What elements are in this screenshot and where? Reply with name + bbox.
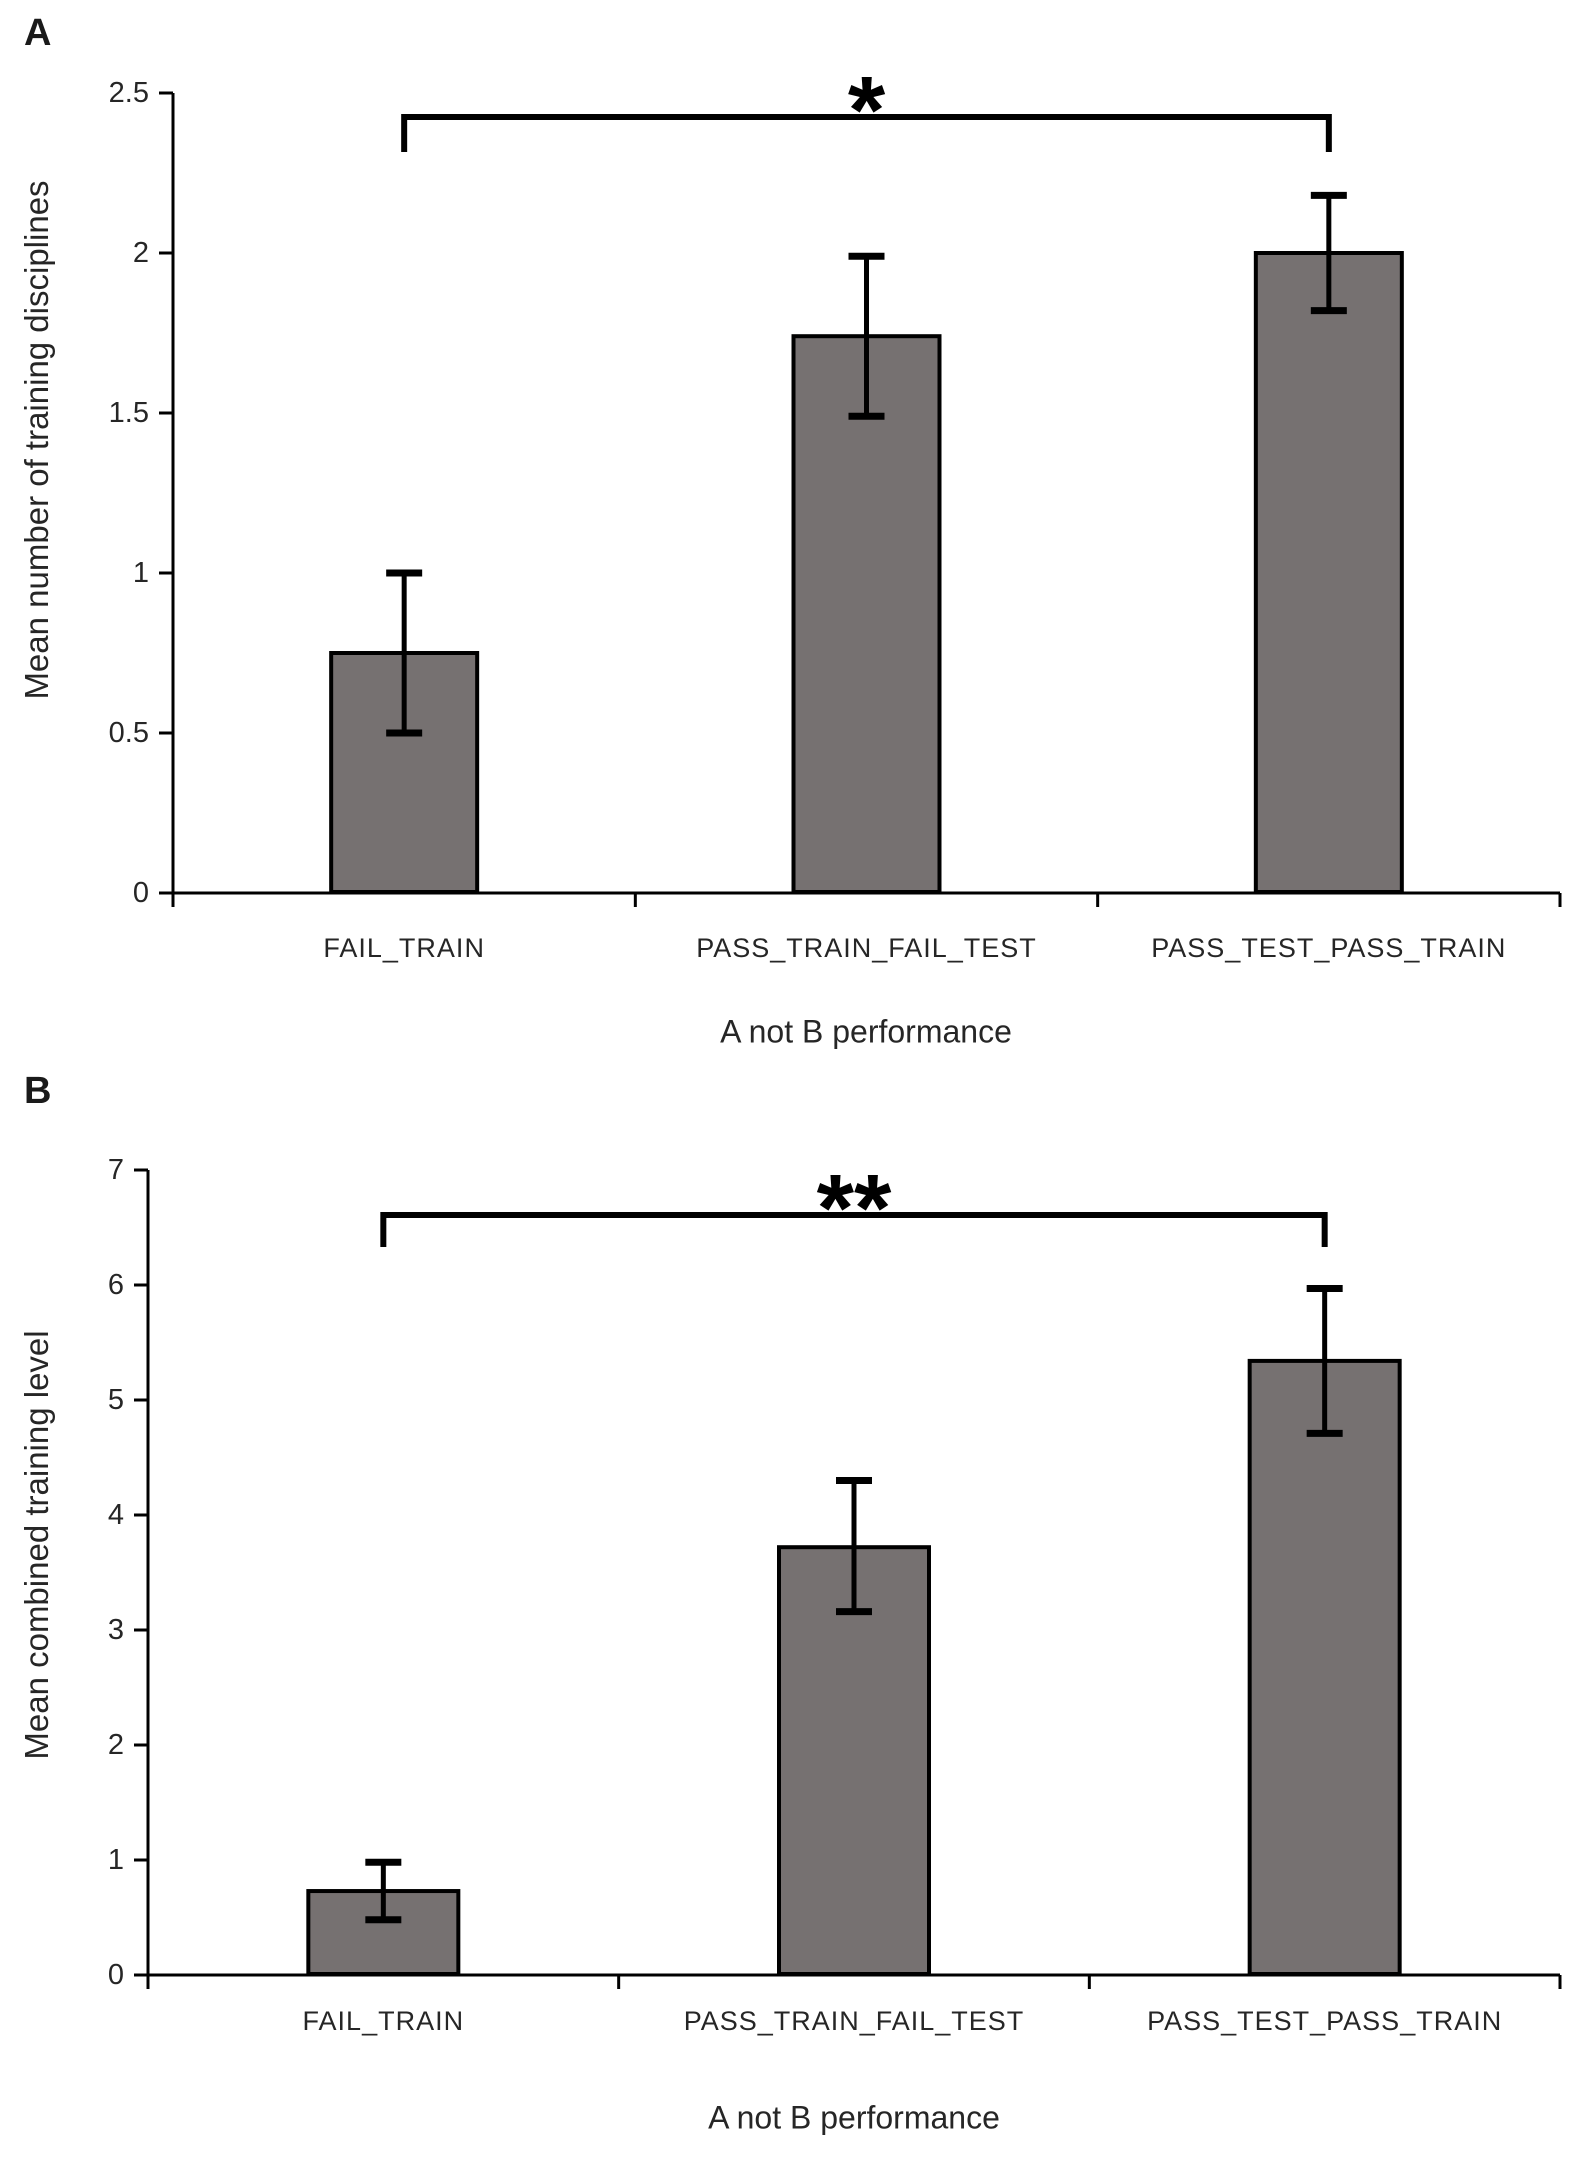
y-tick-label: 1.5 <box>109 397 149 429</box>
y-tick-label: 2 <box>133 237 149 269</box>
panel-b-x-axis-title: A not B performance <box>708 2099 1000 2136</box>
category-label: FAIL_TRAIN <box>303 2006 465 2036</box>
significance-bracket <box>380 1212 1328 1247</box>
significance-asterisk: ** <box>817 1155 892 1262</box>
y-tick-label: 0 <box>133 877 149 909</box>
panel-a-x-axis-title: A not B performance <box>720 1013 1012 1050</box>
category-label: PASS_TRAIN_FAIL_TEST <box>696 933 1037 963</box>
y-tick-label: 1 <box>108 1844 124 1876</box>
bar <box>1253 251 1404 894</box>
y-tick-label: 2.5 <box>109 77 149 109</box>
category-label: PASS_TEST_PASS_TRAIN <box>1151 933 1506 963</box>
panel-b-letter: B <box>24 1070 53 1112</box>
bar <box>777 1545 931 1976</box>
category-label: PASS_TEST_PASS_TRAIN <box>1147 2006 1502 2036</box>
bar <box>791 334 942 894</box>
y-tick-label: 2 <box>108 1729 124 1761</box>
y-tick-label: 0 <box>108 1959 124 1991</box>
category-label: PASS_TRAIN_FAIL_TEST <box>684 2006 1025 2036</box>
bar <box>1247 1358 1402 1976</box>
y-tick-label: 3 <box>108 1614 124 1646</box>
y-tick-label: 7 <box>108 1154 124 1186</box>
y-tick-label: 1 <box>133 557 149 589</box>
significance-asterisk: * <box>848 57 886 164</box>
significance-bracket <box>401 114 1332 152</box>
panel-a-bar-chart: 0 0.5 1 1.5 2 2.5 FAIL_TRAIN PASS_TRAIN_FAIL_TE… <box>109 57 1562 963</box>
category-label: FAIL_TRAIN <box>323 933 485 963</box>
y-tick-label: 4 <box>108 1499 124 1531</box>
panel-b-bar-chart: 0 1 2 3 4 5 6 7 FAIL_TRAIN PASS_TRAIN_FAIL_TEST PA… <box>108 1154 1562 2036</box>
y-tick-label: 0.5 <box>109 717 149 749</box>
panel-a-letter: A <box>24 12 53 54</box>
y-tick-label: 6 <box>108 1269 124 1301</box>
y-tick-label: 5 <box>108 1384 124 1416</box>
